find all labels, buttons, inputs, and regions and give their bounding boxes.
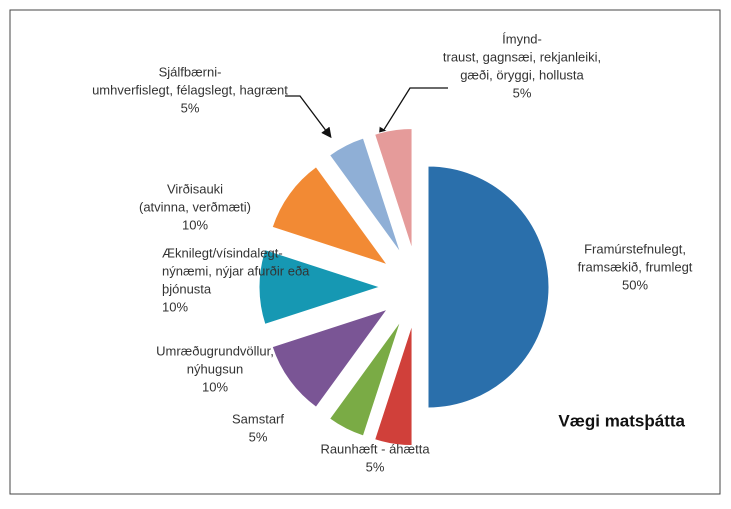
pie-slice	[328, 137, 402, 254]
slice-label: traust, gagnsæi, rekjanleiki,	[443, 49, 601, 64]
slice-value-label: 5%	[249, 429, 268, 444]
pie-slice	[271, 166, 389, 266]
leader-arrow	[285, 95, 332, 139]
pie-slice	[258, 248, 382, 326]
slice-label: Samstarf	[232, 411, 284, 426]
slice-value-label: 10%	[162, 299, 188, 314]
slice-value-label: 10%	[182, 217, 208, 232]
chart-title: Vægi matsþátta	[558, 411, 685, 430]
slice-label: (atvinna, verðmæti)	[139, 199, 251, 214]
slice-label: nýhugsun	[187, 361, 243, 376]
slice-label: umhverfislegt, félagslegt, hagrænt	[92, 82, 288, 97]
pie-slice	[374, 127, 413, 250]
slice-label: Sjálfbærni-	[159, 64, 222, 79]
slice-value-label: 10%	[202, 379, 228, 394]
slice-label: Framúrstefnulegt,	[584, 241, 686, 256]
slice-label: Æknilegt/vísindalegt-	[162, 245, 283, 260]
pie-slice	[271, 308, 389, 408]
pie-slice	[427, 165, 550, 409]
slice-value-label: 5%	[366, 459, 385, 474]
slice-label: Ímynd-	[502, 31, 542, 46]
slice-label: þjónusta	[162, 281, 212, 296]
slice-value-label: 5%	[513, 85, 532, 100]
slice-value-label: 5%	[181, 100, 200, 115]
slice-label: Raunhæft - áhætta	[320, 441, 430, 456]
pie-slice	[374, 324, 413, 447]
frame	[9, 9, 721, 495]
slice-label: gæði, öryggi, hollusta	[460, 67, 584, 82]
slice-value-label: 50%	[622, 277, 648, 292]
slice-label: Virðisauki	[167, 181, 223, 196]
leader-arrow	[378, 87, 448, 139]
slice-label: nýnæmi, nýjar afurðir eða	[162, 263, 310, 278]
slice-label: Umræðugrundvöllur,	[156, 343, 274, 358]
pie-slice	[328, 320, 402, 437]
slice-label: framsækið, frumlegt	[578, 259, 693, 274]
